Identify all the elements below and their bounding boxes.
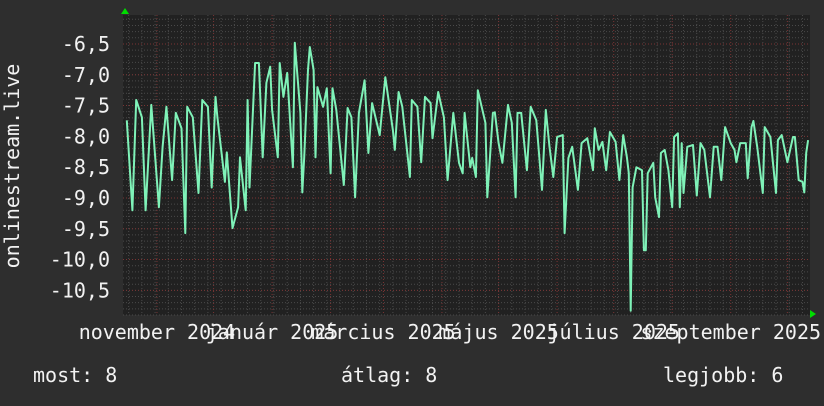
- y-tick-label: -7,5: [62, 94, 110, 118]
- y-tick-label: -6,5: [62, 32, 110, 56]
- x-tick-label: május 2025: [438, 320, 558, 344]
- y-tick-label: -8,0: [62, 124, 110, 148]
- y-tick-label: -9,5: [62, 217, 110, 241]
- y-tick-label: -8,5: [62, 155, 110, 179]
- y-tick-label: -7,0: [62, 63, 110, 87]
- y-tick-label: -10,5: [50, 278, 110, 302]
- legend-average: átlag: 8: [341, 363, 437, 387]
- y-tick-label: -9,0: [62, 186, 110, 210]
- y-tick-label: -10,0: [50, 248, 110, 272]
- x-tick-label: március 2025: [311, 320, 456, 344]
- x-tick-label: szeptember 2025: [640, 320, 821, 344]
- legend-current: most: 8: [33, 363, 117, 387]
- y-axis-label: onlinestream.live: [0, 64, 24, 269]
- legend-best: legjobb: 6: [663, 363, 783, 387]
